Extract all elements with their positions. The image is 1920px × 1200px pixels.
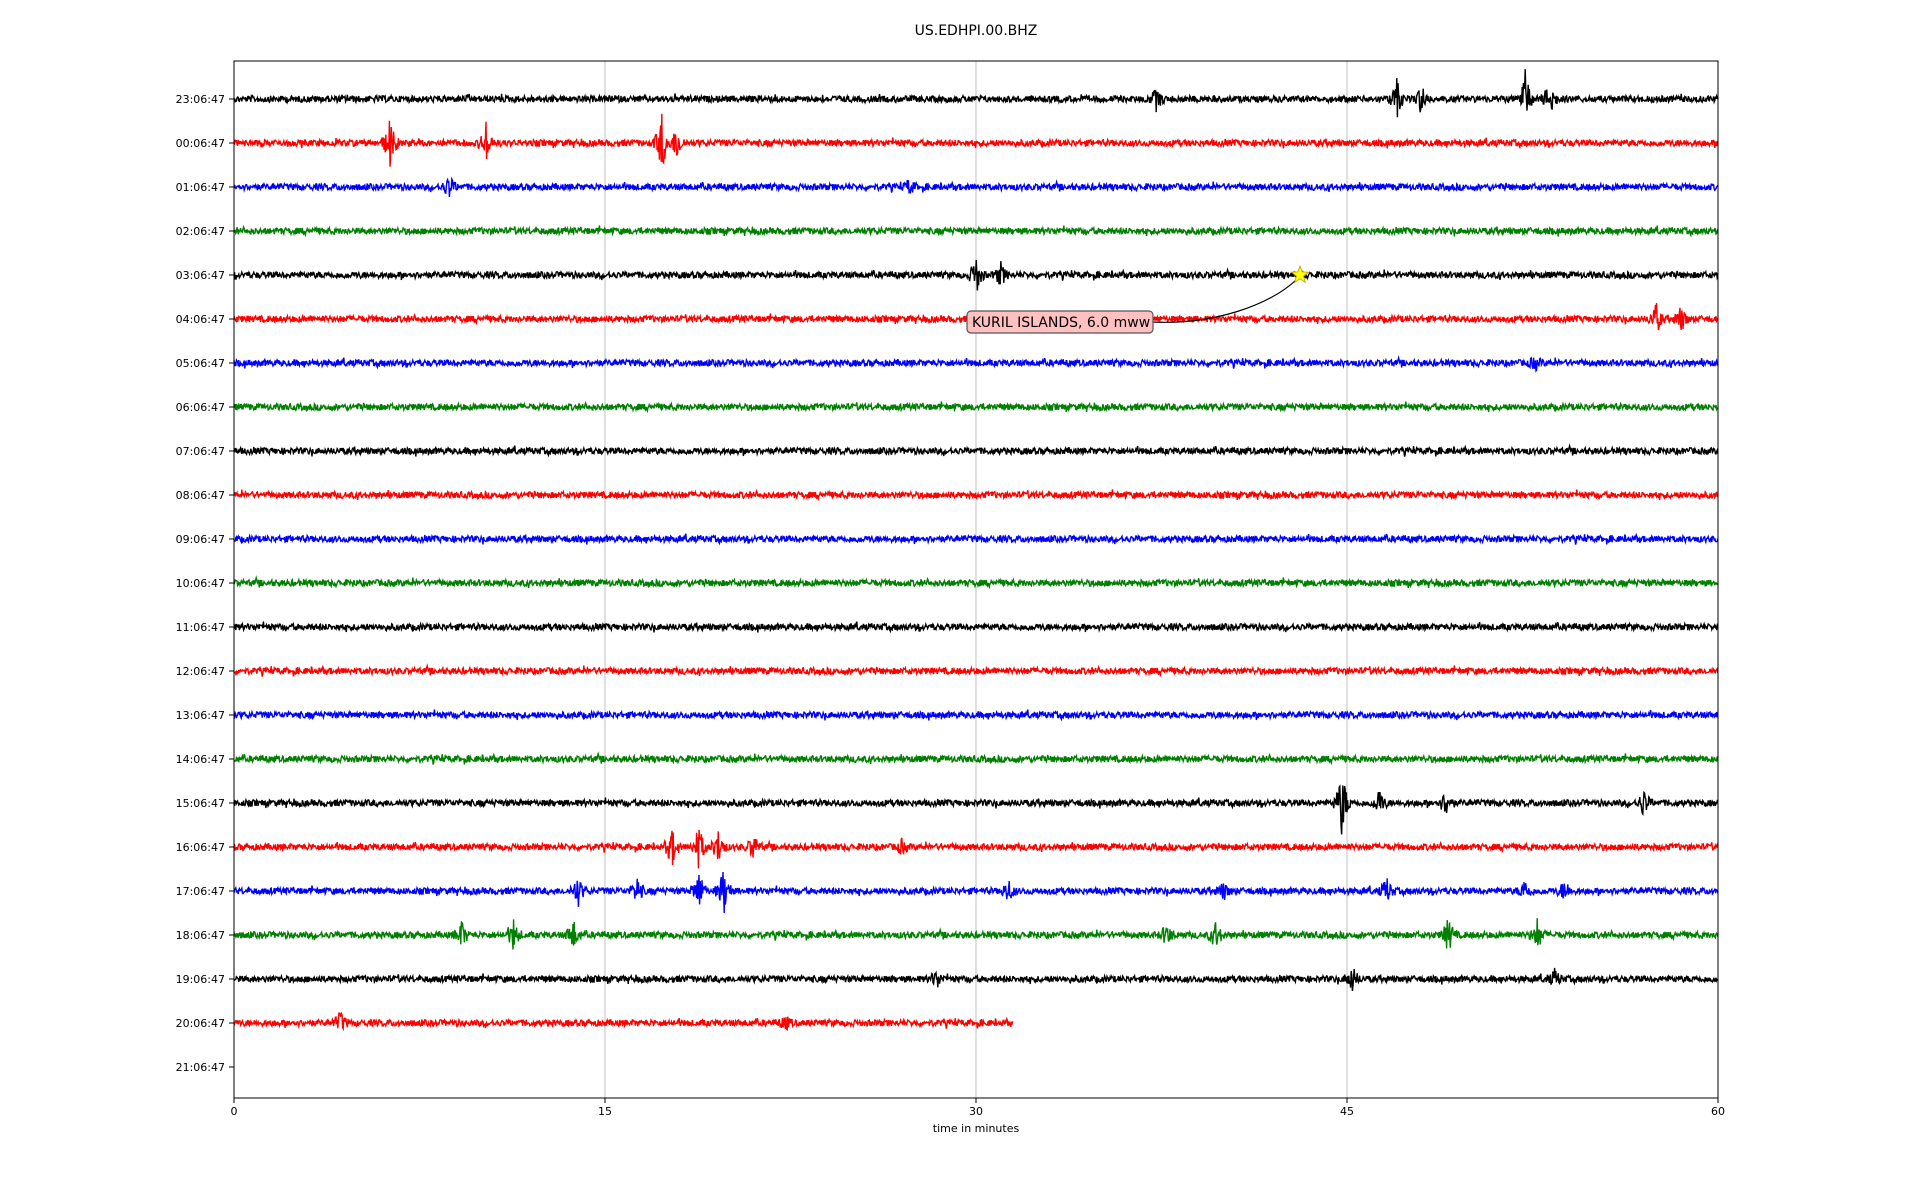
- trace-row-9: [233, 488, 1719, 502]
- row-time-label: 07:06:47: [176, 445, 225, 458]
- trace-row-7: [233, 400, 1719, 414]
- annotation-box: [966, 310, 1154, 334]
- row-time-label: 00:06:47: [176, 137, 225, 150]
- row-time-label: 23:06:47: [176, 93, 225, 106]
- row-time-label: 16:06:47: [176, 841, 225, 854]
- x-tick-label: 0: [231, 1105, 238, 1118]
- trace-row-10: [233, 532, 1719, 546]
- trace-row-11: [233, 575, 1719, 590]
- trace-row-12: [233, 621, 1719, 634]
- row-time-label: 10:06:47: [176, 577, 225, 590]
- plot-area-frame: [233, 60, 1719, 1099]
- x-axis-label: time in minutes: [933, 1122, 1020, 1135]
- x-tick-label: 30: [969, 1105, 983, 1118]
- x-axis-ticks: 0 15 30 45 60: [231, 1098, 1725, 1118]
- trace-row-15: [233, 751, 1719, 766]
- trace-row-4: [233, 259, 1719, 291]
- row-time-label: 21:06:47: [176, 1061, 225, 1074]
- chart-title: US.EDHPI.00.BHZ: [915, 23, 1038, 39]
- annotation-label: KURIL ISLANDS, 6.0 mww: [972, 315, 1150, 331]
- trace-row-21: [233, 1011, 1014, 1032]
- row-time-label: 11:06:47: [176, 621, 225, 634]
- row-time-label: 02:06:47: [176, 225, 225, 238]
- trace-row-17: [233, 829, 1719, 869]
- row-time-label: 19:06:47: [176, 973, 225, 986]
- x-tick-label: 15: [598, 1105, 612, 1118]
- row-time-label: 09:06:47: [176, 533, 225, 546]
- trace-row-0: [233, 69, 1719, 118]
- trace-row-16: [233, 784, 1719, 835]
- trace-row-2: [233, 176, 1719, 198]
- trace-row-13: [233, 663, 1719, 678]
- row-time-label: 20:06:47: [176, 1017, 225, 1030]
- trace-row-3: [233, 224, 1719, 238]
- trace-row-18: [233, 871, 1719, 914]
- row-time-label: 08:06:47: [176, 489, 225, 502]
- trace-row-20: [233, 967, 1718, 991]
- row-time-label: 18:06:47: [176, 929, 225, 942]
- row-time-labels: 23:06:47 00:06:47 01:06:47 02:06:47 03:06:47…: [176, 93, 234, 1074]
- row-time-label: 14:06:47: [176, 753, 225, 766]
- row-time-label: 17:06:47: [176, 885, 225, 898]
- seismic-traces: [233, 69, 1719, 1032]
- trace-row-1: [233, 113, 1719, 167]
- trace-row-8: [233, 443, 1719, 458]
- row-time-label: 06:06:47: [176, 401, 225, 414]
- row-time-label: 04:06:47: [176, 313, 225, 326]
- annotation-arrow: [1152, 279, 1297, 323]
- row-time-label: 13:06:47: [176, 709, 225, 722]
- event-star-icon: [1290, 264, 1310, 284]
- row-time-label: 15:06:47: [176, 797, 225, 810]
- event-annotation: KURIL ISLANDS, 6.0 mww: [966, 264, 1310, 334]
- trace-row-6: [233, 355, 1718, 373]
- trace-row-14: [233, 709, 1719, 722]
- trace-row-19: [233, 918, 1719, 950]
- row-time-label: 12:06:47: [176, 665, 225, 678]
- row-time-label: 01:06:47: [176, 181, 225, 194]
- grid-lines: [604, 61, 1348, 1098]
- row-time-label: 03:06:47: [176, 269, 225, 282]
- row-time-label: 05:06:47: [176, 357, 225, 370]
- x-tick-label: 60: [1711, 1105, 1725, 1118]
- x-tick-label: 45: [1340, 1105, 1354, 1118]
